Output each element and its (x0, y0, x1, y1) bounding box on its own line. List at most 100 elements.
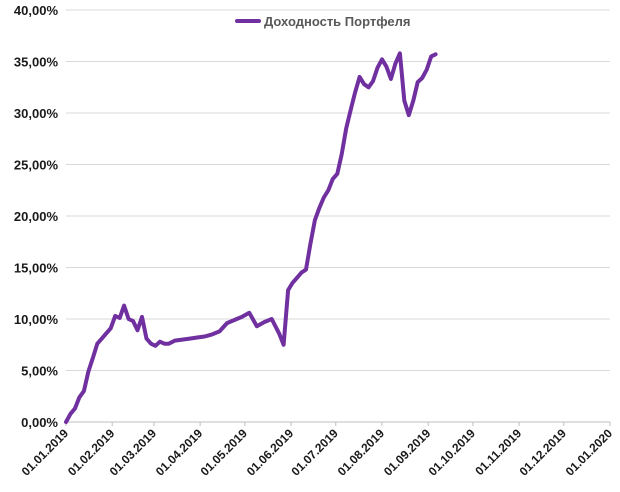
data-point (262, 320, 266, 324)
data-point (86, 369, 90, 374)
data-point (277, 331, 281, 335)
data-point (240, 315, 244, 319)
data-point (380, 57, 384, 62)
y-axis-tick-labels: 0,00% 5,00% 10,00% 15,00% 20,00% 25,00% 30,00%… (14, 3, 59, 430)
data-point (416, 80, 420, 84)
data-point (100, 337, 104, 341)
data-point (188, 337, 192, 341)
x-tick-label: 01.06.2019 (244, 426, 297, 479)
data-point (82, 389, 86, 393)
y-tick-label: 0,00% (21, 415, 58, 430)
x-tick-label: 01.05.2019 (198, 426, 251, 479)
data-point (95, 342, 99, 346)
data-point (375, 66, 380, 70)
data-point (131, 319, 135, 323)
data-point (158, 340, 162, 344)
data-point (295, 276, 299, 280)
data-point (64, 420, 68, 424)
data-point (367, 85, 371, 89)
y-tick-label: 15,00% (14, 261, 59, 276)
data-point (371, 79, 375, 83)
data-point (429, 54, 433, 59)
data-point (389, 77, 393, 81)
data-point (290, 281, 295, 285)
data-point (113, 314, 117, 318)
data-point (195, 335, 199, 340)
data-point (109, 326, 113, 330)
series-line (64, 51, 438, 424)
data-point (127, 317, 131, 321)
data-point (353, 90, 357, 94)
y-tick-label: 25,00% (14, 158, 59, 173)
data-point (299, 271, 304, 275)
x-tick-label: 01.12.2019 (517, 426, 570, 479)
data-point (68, 412, 73, 416)
plot-area (64, 51, 438, 424)
data-point (349, 108, 353, 112)
data-point (255, 324, 259, 328)
y-tick-label: 5,00% (21, 364, 58, 379)
data-point (384, 65, 388, 69)
x-tick-label: 01.11.2019 (472, 426, 524, 478)
data-point (270, 317, 274, 321)
data-point (317, 206, 321, 210)
data-point (77, 395, 81, 399)
data-point (362, 82, 366, 86)
x-axis-tick-labels: 01.01.201901.02.201901.03.201901.04.2019… (19, 422, 616, 479)
data-point (225, 321, 229, 325)
data-point (247, 311, 251, 315)
data-point (232, 318, 236, 322)
data-point (326, 188, 330, 192)
data-point (73, 407, 77, 411)
gridlines (66, 9, 610, 423)
legend: Доходность Портфеля (235, 14, 411, 29)
y-tick-label: 35,00% (14, 55, 59, 70)
data-point (425, 68, 429, 72)
data-point (140, 315, 144, 319)
data-point (420, 76, 424, 80)
x-tick-label: 01.01.2019 (19, 426, 72, 479)
data-point (322, 195, 326, 200)
data-point (104, 331, 108, 335)
data-point (153, 344, 157, 348)
legend-label: Доходность Портфеля (264, 14, 411, 29)
data-point (118, 316, 122, 320)
y-tick-label: 40,00% (14, 3, 59, 18)
y-tick-label: 20,00% (14, 209, 59, 224)
data-point (149, 342, 153, 346)
data-point (344, 126, 348, 130)
data-point (308, 242, 312, 246)
data-point (167, 342, 171, 346)
data-point (173, 339, 177, 343)
data-point (340, 152, 344, 156)
data-point (393, 62, 397, 66)
data-point (335, 172, 339, 176)
x-tick-label: 01.10.2019 (426, 426, 479, 479)
data-point (331, 177, 335, 181)
data-point (313, 218, 317, 222)
x-tick-label: 01.01.2020 (563, 426, 616, 479)
data-point (135, 328, 140, 332)
data-point (210, 332, 214, 336)
y-tick-label: 10,00% (14, 312, 59, 327)
data-point (407, 113, 411, 117)
data-point (122, 304, 126, 308)
data-point (411, 99, 415, 103)
data-point (91, 356, 95, 360)
data-point (203, 334, 207, 339)
data-point (286, 288, 290, 292)
data-point (180, 338, 184, 342)
x-tick-label: 01.09.2019 (381, 426, 434, 479)
data-point (304, 268, 308, 272)
data-point (144, 337, 149, 341)
x-tick-label: 01.08.2019 (335, 426, 388, 479)
x-tick-label: 01.04.2019 (153, 426, 206, 479)
data-point (358, 75, 362, 79)
x-tick-label: 01.07.2019 (289, 426, 342, 479)
data-point (402, 99, 406, 103)
y-tick-label: 30,00% (14, 106, 59, 121)
data-point (162, 342, 166, 346)
data-point (398, 51, 402, 55)
data-point (282, 343, 286, 347)
